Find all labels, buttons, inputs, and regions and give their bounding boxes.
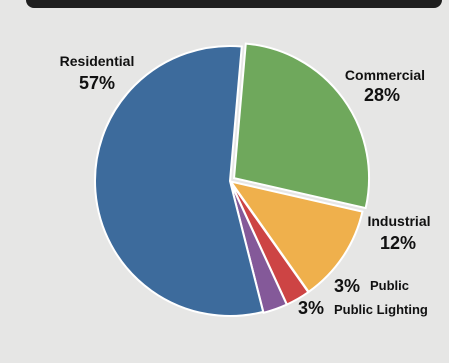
- public-name-label: Public: [370, 278, 409, 293]
- public-lighting-pct-label: 3%: [298, 298, 324, 318]
- label-public-lighting: 3% Public Lighting: [298, 298, 428, 318]
- pie-slice-industrial: [228, 180, 364, 294]
- commercial-name-label: Commercial: [345, 67, 425, 83]
- label-commercial: Commercial 28%: [345, 67, 425, 105]
- header-bar: [26, 0, 442, 8]
- industrial-name-label: Industrial: [367, 213, 430, 229]
- public-lighting-name-label: Public Lighting: [334, 302, 428, 317]
- pie-slice-residential: [94, 45, 265, 317]
- pie-slices: [94, 42, 371, 317]
- residential-pct-label: 57%: [79, 73, 115, 93]
- label-public: 3% Public: [334, 276, 409, 296]
- residential-name-label: Residential: [60, 53, 135, 69]
- pie-slice-commercial: [232, 42, 371, 210]
- label-industrial: Industrial 12%: [367, 213, 430, 253]
- public-pct-label: 3%: [334, 276, 360, 296]
- industrial-pct-label: 12%: [380, 233, 416, 253]
- commercial-pct-label: 28%: [364, 85, 400, 105]
- label-residential: Residential 57%: [60, 53, 135, 93]
